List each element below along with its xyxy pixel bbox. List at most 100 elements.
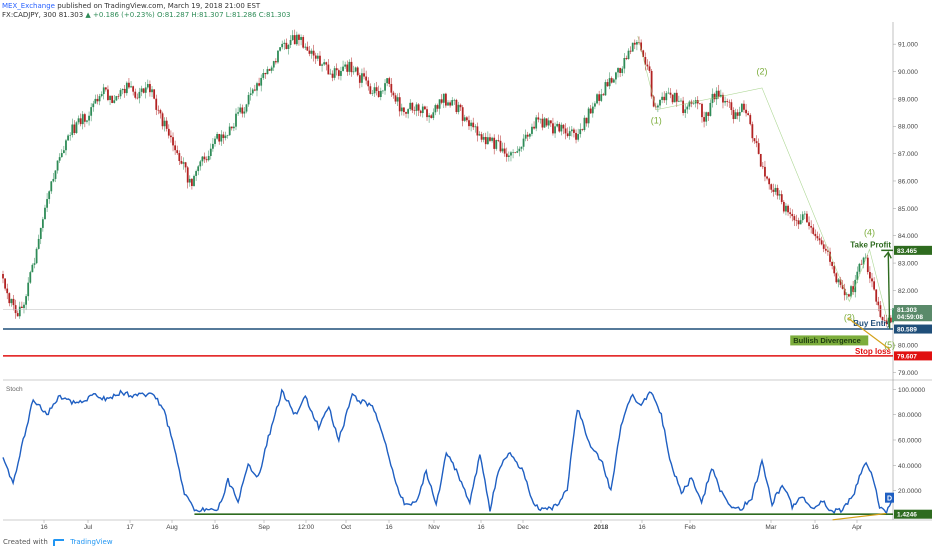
candle-body (709, 102, 712, 116)
candle-body (46, 199, 48, 208)
symbol-line: FX:CADJPY, 300 81.303 ▲ +0.186 (+0.23%) … (2, 11, 291, 19)
candle-body (283, 42, 286, 44)
candle-body (37, 238, 40, 249)
candle-body (566, 133, 569, 137)
candle-body (300, 37, 302, 40)
candle-body (270, 67, 273, 71)
candle-body (587, 108, 590, 124)
candle-body (621, 68, 624, 73)
candle-body (843, 288, 846, 296)
candle-body (54, 170, 57, 179)
price-tick-label: 83.000 (898, 261, 918, 268)
candle-body (180, 161, 183, 164)
footer-brand[interactable]: TradingView (70, 538, 113, 546)
candle-body (295, 34, 298, 45)
candle-body (533, 126, 535, 129)
candle-body (692, 103, 695, 105)
candle-body (247, 95, 250, 105)
candle-body (799, 220, 802, 225)
stop-loss-label: Stop loss (855, 347, 892, 356)
candle-body (176, 150, 179, 154)
candle-body (235, 113, 237, 127)
candle-body (373, 87, 376, 94)
price-tick-label: 90.000 (898, 69, 918, 76)
candle-body (174, 145, 177, 151)
candle-body (186, 167, 189, 183)
time-tick-label: Oct (341, 524, 351, 531)
candle-body (512, 152, 514, 153)
candle-body (104, 87, 107, 90)
candle-body (60, 153, 63, 158)
time-tick-label: 2018 (594, 524, 609, 531)
candle-body (264, 73, 267, 75)
candle-body (715, 90, 718, 100)
candle-body (839, 279, 842, 285)
stoch-tick-label: 100.0000 (898, 387, 925, 394)
candle-body (644, 57, 647, 65)
candle-body (577, 134, 580, 140)
candle-body (10, 298, 13, 304)
candle-body (394, 95, 397, 102)
candle-body (411, 102, 414, 111)
candle-body (75, 122, 78, 134)
candle-body (151, 89, 153, 93)
candle-body (743, 103, 745, 110)
candle-body (241, 107, 244, 114)
wave-label: (5) (884, 340, 895, 350)
candle-body (134, 91, 137, 98)
candle-body (820, 240, 823, 245)
candle-body (98, 96, 101, 102)
candle-body (251, 89, 254, 94)
candle-body (522, 138, 525, 147)
candle-body (673, 92, 676, 103)
stoch-tick-label: 20.0000 (898, 488, 922, 495)
candle-body (392, 92, 395, 96)
candle-body (598, 94, 601, 101)
candle-body (770, 184, 773, 190)
candle-body (453, 99, 456, 101)
candle-body (367, 80, 370, 87)
candle-body (48, 191, 51, 200)
candle-body (6, 288, 9, 294)
stoch-title: Stoch (6, 386, 23, 393)
candle-body (461, 107, 464, 121)
candle-body (608, 78, 611, 87)
candle-body (776, 187, 779, 196)
candle-body (734, 112, 737, 120)
candle-body (119, 90, 122, 97)
candle-body (256, 83, 258, 91)
candle-body (860, 263, 863, 265)
buy-entry-price-badge-text: 80.589 (897, 327, 917, 334)
candle-body (253, 89, 256, 91)
candle-body (573, 129, 575, 133)
candle-body (281, 43, 284, 48)
candle-body (465, 117, 468, 121)
candle-body (222, 134, 225, 139)
candle-body (835, 273, 838, 283)
candle-body (810, 226, 813, 228)
candle-body (14, 305, 17, 314)
candle-body (136, 97, 139, 99)
candle-body (787, 205, 789, 213)
wave-label: (4) (864, 228, 875, 238)
candle-body (474, 126, 477, 128)
candle-body (447, 102, 449, 106)
candle-body (457, 104, 460, 113)
candle-body (858, 263, 861, 272)
candle-body (266, 69, 269, 75)
candle-body (65, 140, 67, 151)
candle-body (67, 135, 69, 141)
candle-body (852, 286, 855, 293)
candle-body (688, 101, 691, 107)
candle-body (499, 140, 502, 152)
time-tick-label: 12:00 (298, 524, 315, 531)
candle-body (172, 137, 174, 146)
candle-body (388, 78, 391, 84)
change-text: ▲ +0.186 (+0.23%) (85, 11, 155, 19)
candle-body (747, 113, 750, 116)
publisher-link[interactable]: MEX_Exchange (2, 2, 55, 10)
candle-body (489, 137, 491, 141)
candle-body (426, 109, 428, 118)
candle-body (128, 82, 130, 88)
